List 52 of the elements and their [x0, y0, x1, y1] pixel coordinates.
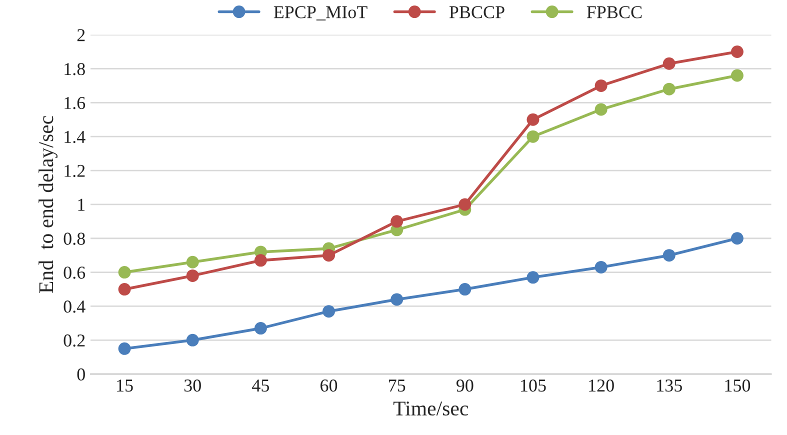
point: [594, 79, 608, 92]
y-tick-label: 0.8: [64, 232, 85, 245]
y-tick-label: 1.8: [64, 62, 85, 76]
point: [458, 283, 472, 296]
point: [730, 46, 744, 58]
point: [594, 103, 608, 116]
point: [526, 271, 540, 284]
x-axis-title: Time/sec: [393, 402, 468, 416]
legend-label: PBCCP: [449, 6, 504, 18]
x-tick-label: 60: [320, 379, 338, 392]
point: [662, 249, 676, 262]
point: [526, 113, 540, 126]
x-tick-label: 135: [657, 380, 682, 392]
point: [526, 130, 540, 143]
point: [254, 254, 267, 267]
x-tick-label: 75: [389, 380, 406, 392]
point: [118, 283, 131, 296]
point: [662, 57, 676, 70]
y-axis-title: End to end delay/sec: [38, 116, 58, 293]
y-tick-label: 0: [77, 368, 85, 381]
point: [730, 69, 744, 82]
point: [186, 334, 199, 346]
y-tick-label: 1.2: [64, 164, 85, 178]
legend-label: FPBCC: [586, 6, 642, 18]
point: [118, 266, 131, 279]
x-tick-label: 120: [589, 379, 614, 392]
point: [730, 232, 744, 245]
point: [390, 215, 404, 228]
y-tick-label: 0.4: [64, 300, 86, 313]
x-tick-label: 90: [456, 379, 474, 392]
point: [322, 249, 336, 262]
point: [662, 82, 676, 96]
x-tick-label: 45: [252, 380, 270, 392]
point: [594, 260, 608, 274]
y-tick-label: 1: [78, 198, 85, 211]
point: [186, 269, 199, 282]
x-tick-label: 105: [521, 379, 546, 392]
y-tick-label: 1.6: [64, 96, 86, 110]
x-tick-label: 150: [725, 379, 750, 392]
y-tick-label: 0.6: [64, 266, 86, 279]
y-tick-label: 0.2: [64, 334, 85, 347]
x-tick-label: 30: [184, 379, 201, 392]
legend-label: EPCP_MIoT: [274, 6, 368, 20]
point: [322, 305, 336, 318]
y-tick-label: 1.4: [64, 130, 86, 144]
point: [458, 198, 472, 211]
y-tick-label: 2: [77, 29, 85, 42]
x-tick-label: 15: [117, 380, 133, 392]
point: [118, 342, 131, 355]
point: [254, 322, 267, 335]
point: [186, 256, 199, 268]
point: [390, 293, 404, 306]
